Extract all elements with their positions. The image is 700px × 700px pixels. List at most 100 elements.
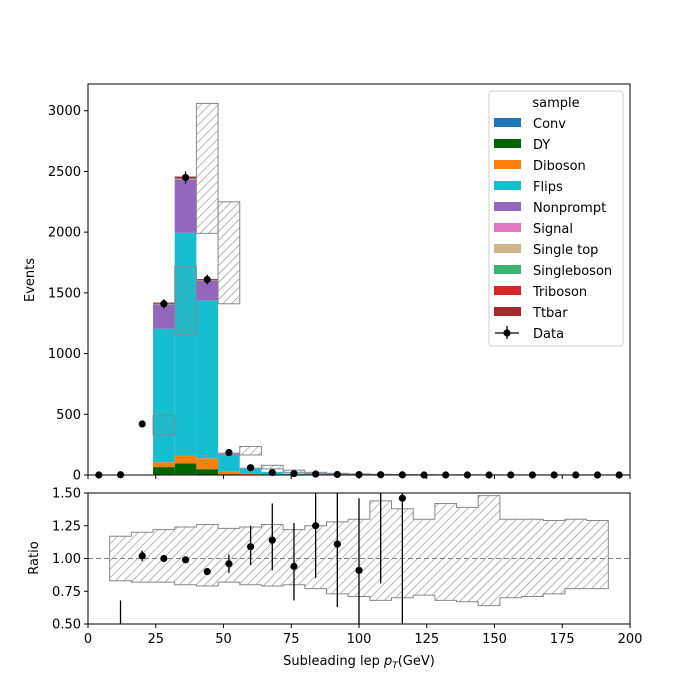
- legend-entry: Nonprompt: [533, 201, 606, 216]
- ratio-point: [225, 560, 233, 568]
- uncertainty-band: [152, 415, 176, 436]
- ratio-y-axis-label: Ratio: [27, 541, 42, 574]
- bar-segment: [196, 469, 219, 475]
- legend: sample Conv DY Diboson Flips Nonprompt Signal S…: [488, 90, 624, 347]
- y-tick-label: 1000: [48, 347, 81, 362]
- ratio-y-tick-label: 0.75: [52, 585, 81, 600]
- uncertainty-band: [239, 445, 262, 456]
- x-axis: 0 25 50 75 100 125 150 175 200: [84, 624, 643, 647]
- bar-segment: [218, 454, 240, 472]
- x-axis-label-text: Subleading lep: [283, 654, 380, 669]
- x-tick-label: 75: [283, 632, 300, 647]
- data-point: [225, 448, 233, 457]
- data-point: [268, 468, 276, 477]
- uncertainty-band: [174, 265, 197, 335]
- main-y-axis-label: Events: [23, 258, 38, 302]
- ratio-y-axis: 0.50 0.75 1.00 1.25 1.50: [52, 487, 88, 633]
- uncertainty-band: [195, 102, 219, 234]
- bar-segment: [239, 473, 262, 475]
- x-tick-label: 25: [147, 632, 164, 647]
- ratio-content: [88, 493, 630, 624]
- main-y-axis: 0 500 1000 1500 2000 2500 3000: [48, 104, 631, 484]
- bar-segment: [196, 458, 219, 470]
- y-tick-label: 2000: [48, 226, 81, 241]
- legend-swatch: [494, 244, 521, 253]
- legend-swatch: [494, 139, 521, 148]
- ratio-point: [312, 522, 320, 530]
- ratio-point: [355, 566, 363, 574]
- ratio-point: [268, 536, 276, 544]
- y-tick-label: 1500: [48, 286, 81, 301]
- data-point: [247, 464, 255, 472]
- bar-segment: [174, 454, 197, 464]
- main-plot: [95, 102, 631, 479]
- bar-segment: [174, 179, 197, 233]
- legend-swatch: [494, 265, 521, 274]
- legend-swatch: [494, 223, 521, 232]
- ratio-point: [181, 556, 190, 564]
- y-tick-label: 3000: [48, 104, 81, 119]
- x-tick-label: 175: [550, 632, 575, 647]
- legend-entry: Data: [533, 327, 564, 342]
- x-tick-label: 100: [347, 632, 372, 647]
- x-tick-label: 50: [215, 632, 232, 647]
- bar-segment: [153, 328, 175, 463]
- data-point: [203, 275, 211, 284]
- ratio-point: [138, 552, 146, 560]
- legend-title: sample: [532, 96, 579, 111]
- legend-entry: Triboson: [532, 285, 587, 300]
- legend-entry: Flips: [533, 180, 563, 195]
- x-axis-label-unit: (GeV): [398, 654, 435, 669]
- ratio-point: [333, 540, 341, 548]
- ratio-y-tick-label: 1.00: [52, 552, 81, 567]
- legend-entry: Ttbar: [532, 306, 568, 321]
- legend-swatch: [494, 307, 521, 316]
- legend-entry: Signal: [533, 222, 573, 237]
- x-axis-label: Subleading lep pT(GeV): [283, 654, 435, 671]
- ratio-point: [290, 562, 298, 570]
- bar-segment: [153, 304, 175, 329]
- x-axis-label-subscript: T: [392, 661, 399, 671]
- ratio-point: [160, 554, 168, 563]
- legend-swatch: [494, 118, 521, 127]
- x-axis-label-symbol: p: [383, 654, 392, 669]
- uncertainty-band: [260, 464, 284, 470]
- ratio-point: [247, 543, 255, 551]
- legend-entry: Singleboson: [533, 264, 612, 279]
- x-tick-label: 125: [414, 632, 439, 647]
- bar-segment: [196, 280, 219, 301]
- legend-swatch: [494, 202, 521, 211]
- data-point: [181, 173, 190, 182]
- y-tick-label: 500: [56, 408, 81, 423]
- bar-segment: [174, 463, 197, 475]
- x-tick-label: 200: [618, 632, 643, 647]
- bar-segment: [196, 300, 219, 459]
- bar-segment: [153, 462, 175, 468]
- legend-data-marker: [503, 329, 511, 337]
- ratio-point: [203, 568, 211, 576]
- bar-segment: [218, 471, 240, 475]
- y-tick-label: 0: [73, 469, 81, 484]
- legend-swatch: [494, 181, 521, 190]
- bar-segment: [218, 474, 240, 475]
- legend-box: [488, 90, 624, 347]
- legend-entry: Diboson: [533, 159, 586, 174]
- legend-swatch: [494, 160, 521, 169]
- data-point: [138, 420, 146, 428]
- y-tick-label: 2500: [48, 165, 81, 180]
- stack-nonprompt: [153, 179, 327, 475]
- legend-entry: Conv: [533, 117, 566, 132]
- uncertainty-band: [217, 201, 241, 305]
- ratio-plot: [88, 493, 630, 624]
- legend-entry: DY: [533, 138, 550, 153]
- data-point: [312, 470, 320, 478]
- x-tick-label: 0: [84, 632, 92, 647]
- legend-entry: Single top: [533, 243, 598, 258]
- uncertainty-bands: [152, 102, 631, 476]
- ratio-y-tick-label: 1.25: [52, 519, 81, 534]
- ratio-point: [398, 494, 406, 502]
- data-point: [160, 300, 168, 308]
- x-tick-label: 150: [482, 632, 507, 647]
- ratio-y-tick-label: 1.50: [52, 487, 81, 502]
